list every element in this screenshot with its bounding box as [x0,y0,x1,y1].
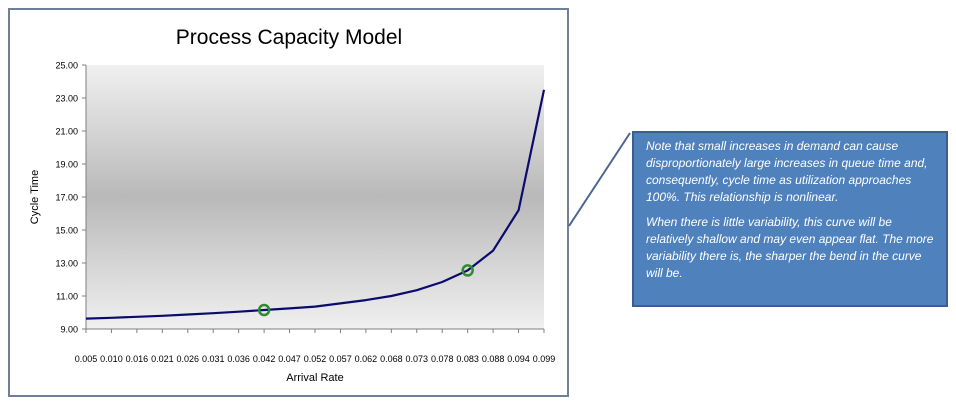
cycle-time-series-line [85,89,546,320]
x-tick-label: 0.088 [482,354,505,364]
y-axis-label: Cycle Time [29,170,41,224]
y-tick-label: 13.00 [55,259,78,269]
y-tick-label: 25.00 [55,61,78,71]
y-tick-label: 11.00 [56,292,78,302]
x-tick-label: 0.047 [278,354,301,364]
callout-paragraph-2: When there is little variability, this c… [646,215,934,280]
x-tick-label: 0.073 [406,354,429,364]
highlight-marker [257,303,271,317]
x-tick-label: 0.057 [329,354,352,364]
x-tick-label: 0.094 [507,354,530,364]
x-tick-label: 0.099 [533,354,556,364]
y-tick-label: 17.00 [55,193,78,203]
x-tick-label: 0.042 [253,354,276,364]
y-tick-label: 23.00 [55,94,78,104]
x-tick-label: 0.083 [456,354,479,364]
y-tick-label: 9.00 [60,325,78,335]
callout-note-box: Note that small increases in demand can … [632,131,948,307]
chart-title: Process Capacity Model [176,26,402,49]
x-tick-label: 0.068 [380,354,403,364]
y-tick-label: 21.00 [55,127,78,137]
x-tick-label: 0.026 [177,354,200,364]
highlight-marker [461,264,474,277]
x-tick-label: 0.078 [431,354,454,364]
x-tick-label: 0.062 [355,354,378,364]
callout-paragraph-1: Note that small increases in demand can … [646,139,928,204]
x-tick-label: 0.052 [304,354,327,364]
plot-area [86,65,544,329]
y-tick-label: 19.00 [55,160,78,170]
x-tick-label: 0.021 [151,354,174,364]
x-tick-label: 0.031 [202,354,225,364]
x-tick-label: 0.010 [100,354,123,364]
process-capacity-chart: Process Capacity Model 9.00 11.00 13.00 15.… [29,26,556,384]
x-tick-label: 0.036 [227,354,250,364]
chart-frame: Process Capacity Model 9.00 11.00 13.00 15.… [8,8,569,397]
x-tick-label: 0.016 [126,354,149,364]
x-axis-label: Arrival Rate [286,372,343,384]
x-tick-label: 0.005 [75,354,98,364]
y-tick-label: 15.00 [55,226,78,236]
